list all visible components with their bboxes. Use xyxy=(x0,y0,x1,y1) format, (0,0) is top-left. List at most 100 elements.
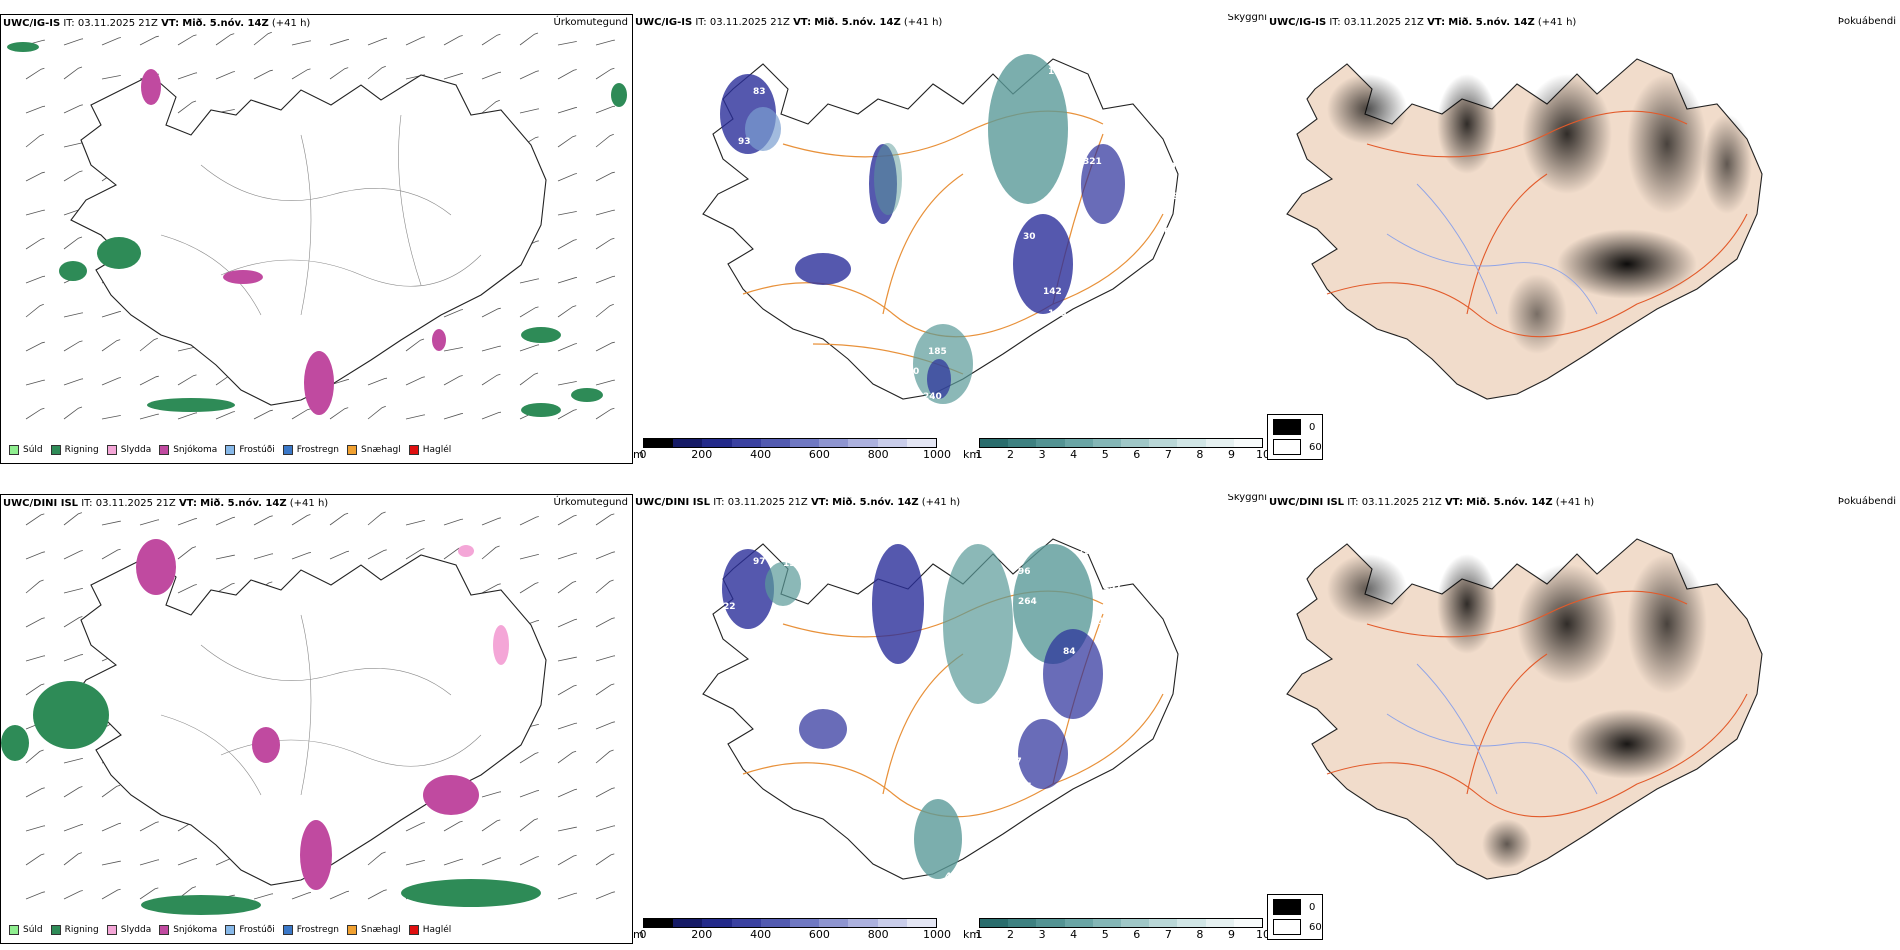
wind-barb xyxy=(25,579,44,594)
wind-barb xyxy=(177,584,197,594)
cloudbase-value: 64 xyxy=(863,752,876,762)
colorbar-tick: 0 xyxy=(639,448,647,461)
panel-header: UWC/DINI ISL IT: 03.11.2025 21Z VT: Mið.… xyxy=(3,498,329,509)
wind-barb xyxy=(63,104,83,114)
wind-barb xyxy=(519,32,539,46)
wind-barb xyxy=(329,512,349,526)
wind-barb xyxy=(595,513,615,526)
wind-barb xyxy=(443,375,463,386)
wind-barb xyxy=(329,67,349,80)
colorbar-tick: 600 xyxy=(808,448,830,461)
legend-item: Rigning xyxy=(50,925,99,935)
legend-label: Haglél xyxy=(422,925,452,935)
wind-barb xyxy=(443,518,464,526)
wind-barb xyxy=(595,721,615,730)
precip-areas xyxy=(1,539,541,915)
cloudbase-value: 93 xyxy=(1153,627,1166,637)
wind-barb xyxy=(557,722,578,730)
wind-barb xyxy=(557,409,577,420)
wind-barb xyxy=(481,583,501,594)
wind-barb xyxy=(63,236,83,250)
wind-barb xyxy=(63,378,84,386)
cloudbase-value: 83 xyxy=(753,87,766,97)
wind-barb xyxy=(253,515,273,526)
panel-header: UWC/IG-IS IT: 03.11.2025 21Z VT: Mið. 5.… xyxy=(1269,17,1577,28)
wind-barb xyxy=(595,891,615,900)
wind-barb xyxy=(25,303,44,318)
cloudbase-value: 236 xyxy=(1013,782,1032,792)
cloudbase-value: 142 xyxy=(1043,287,1062,297)
visibility-colorbar: km 1 2 3 4 5 6 7 8 9 10 xyxy=(963,438,1267,462)
legend-swatch xyxy=(106,925,117,935)
legend-item: Slydda xyxy=(106,925,152,935)
wind-barb xyxy=(557,618,577,628)
wind-barb xyxy=(595,303,614,318)
wind-barb xyxy=(557,750,577,764)
legend-item: Frostúði xyxy=(225,445,275,455)
fog-legend: 0 60 xyxy=(1267,414,1323,460)
colorbar-tick: 7 xyxy=(1164,928,1172,941)
wind-barb xyxy=(101,548,121,560)
legend-item: Frostregn xyxy=(282,925,339,935)
wind-barb xyxy=(519,582,539,594)
wind-barb xyxy=(405,376,425,386)
wind-barb xyxy=(519,306,539,318)
wind-barb xyxy=(101,377,121,386)
wind-barb xyxy=(557,69,577,80)
cloudbase-value: 78 xyxy=(1113,707,1126,717)
cloudbase-colorbar: m 0 200 400 600 800 1000 xyxy=(633,438,951,462)
wind-barb xyxy=(557,211,577,216)
wind-barb xyxy=(139,821,159,832)
colorbar-tick: 800 xyxy=(867,928,889,941)
wind-barb xyxy=(63,588,83,594)
field-title: Úrkomutegund xyxy=(553,17,628,28)
cloudbase-value: 83 xyxy=(873,287,886,297)
legend-item: Slydda xyxy=(106,445,151,455)
wind-barb xyxy=(595,551,615,560)
fog-map-bottom xyxy=(1286,538,1763,880)
wind-barb xyxy=(101,860,121,866)
wind-barb xyxy=(405,74,425,80)
wind-barb xyxy=(25,749,44,764)
field-title: Skyggni xyxy=(1227,494,1267,503)
cloudbase-value: 237 xyxy=(1103,117,1122,127)
field-title: Skyggni xyxy=(1227,14,1267,23)
cloudbase-value: 96 xyxy=(1158,227,1171,237)
wind-barb xyxy=(481,373,501,386)
colorbar-tick: 6 xyxy=(1133,448,1141,461)
legend-swatch xyxy=(225,925,236,935)
legend-label: Rigning xyxy=(64,445,99,455)
wind-barb xyxy=(595,749,614,764)
precip-legend: Súld Rigning Slydda Snjókoma Frostúði Frostre… xyxy=(1,439,451,461)
colorbar-tick: 2 xyxy=(1007,928,1015,941)
legend-label: Slydda xyxy=(120,925,152,935)
cloudbase-value: 129 xyxy=(1043,857,1062,867)
wind-barb xyxy=(595,105,616,114)
wind-barb xyxy=(443,820,463,832)
legend-label: Snjókoma xyxy=(173,445,218,455)
wind-barb xyxy=(367,37,388,46)
wind-barb xyxy=(481,71,502,80)
legend-swatch xyxy=(50,445,61,455)
cloudbase-value: 539 xyxy=(1123,572,1142,582)
wind-barb xyxy=(595,275,616,284)
legend-swatch xyxy=(9,445,19,455)
cloudbase-value: 13 xyxy=(1073,727,1086,737)
wind-barb xyxy=(557,656,577,662)
wind-barb xyxy=(557,580,577,594)
legend-item: Snjókoma xyxy=(159,925,217,935)
wind-barb xyxy=(557,239,577,250)
wind-barb xyxy=(595,787,615,798)
legend-item: Súld xyxy=(9,925,43,935)
colorbar-unit: km xyxy=(963,928,981,941)
legend-label: Frostúði xyxy=(239,445,275,455)
legend-swatch xyxy=(408,925,419,935)
wind-barb xyxy=(177,518,198,526)
cloudbase-value: 75 xyxy=(873,243,886,253)
wind-barb xyxy=(557,684,577,696)
wind-barb xyxy=(595,853,615,866)
wind-barb xyxy=(595,655,616,662)
wind-barb xyxy=(177,886,197,900)
wind-barb xyxy=(595,683,615,696)
cloudbase-value: 12 xyxy=(898,337,911,347)
